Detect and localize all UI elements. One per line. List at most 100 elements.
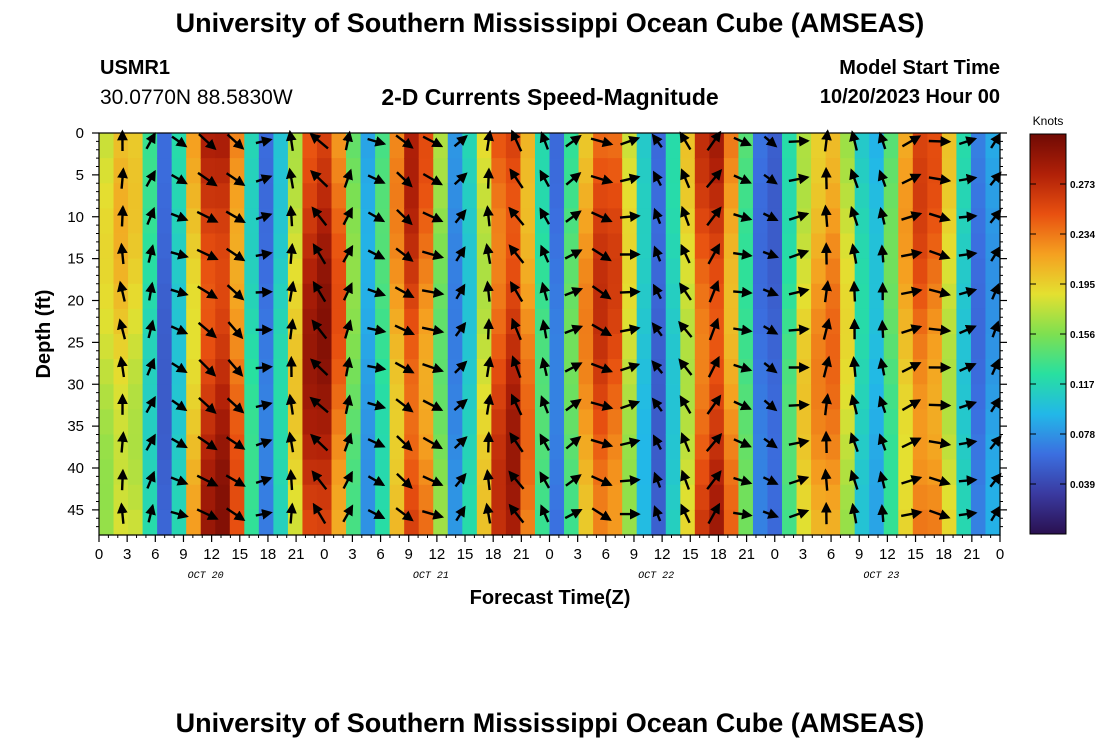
current-vector: [928, 287, 951, 298]
heatmap-cell: [607, 133, 623, 159]
current-vector: [395, 398, 414, 413]
heatmap-cells: [99, 133, 1001, 536]
x-tick-label: 6: [827, 546, 835, 563]
heatmap-cell: [811, 509, 827, 536]
heatmap-cell: [636, 359, 652, 385]
current-vector: [928, 475, 951, 487]
current-vector: [565, 134, 582, 148]
heatmap-cell: [113, 183, 129, 209]
model-start-value: 10/20/2023 Hour 00: [819, 86, 1000, 108]
heatmap-cell: [491, 233, 507, 260]
current-vector: [928, 509, 951, 520]
current-vector: [591, 285, 612, 300]
heatmap-cell: [811, 308, 827, 335]
heatmap-cell: [418, 283, 434, 310]
heatmap-cell: [665, 334, 681, 360]
heatmap-cell: [912, 484, 928, 511]
heatmap-cell: [825, 409, 841, 436]
heatmap-cell: [229, 283, 245, 310]
heatmap-cell: [723, 183, 740, 209]
heatmap-cell: [375, 334, 391, 360]
heatmap-cell: [985, 384, 1001, 410]
current-vector: [255, 174, 273, 185]
heatmap-cell: [244, 509, 260, 536]
heatmap-cell: [767, 183, 783, 209]
heatmap-cell: [549, 308, 565, 335]
current-vector: [877, 357, 889, 376]
heatmap-cell: [927, 183, 943, 209]
current-vector: [762, 475, 779, 485]
y-tick-label: 45: [67, 502, 84, 519]
current-vector: [989, 435, 1002, 450]
current-vector: [928, 136, 952, 147]
current-vector: [877, 319, 889, 338]
current-vector: [367, 136, 387, 147]
heatmap-cell: [258, 409, 274, 436]
heatmap-cell: [723, 334, 740, 360]
heatmap-cell: [491, 509, 507, 536]
colorbar-tick-label: 0.273: [1070, 180, 1095, 191]
current-vector: [509, 168, 524, 189]
heatmap-cell: [186, 283, 202, 310]
current-vector: [394, 286, 415, 298]
heatmap-cell: [302, 409, 318, 436]
current-vector: [679, 282, 692, 301]
heatmap-cell: [680, 258, 696, 285]
heatmap-cell: [636, 258, 652, 285]
heatmap-cell: [665, 509, 681, 536]
heatmap-cell: [607, 334, 623, 360]
heatmap-cell: [186, 183, 202, 209]
current-vector: [564, 324, 584, 335]
heatmap-cell: [796, 258, 812, 285]
current-vector: [197, 171, 218, 187]
heatmap-cell: [157, 434, 173, 461]
heatmap-cell: [912, 384, 928, 410]
heatmap-cell: [738, 434, 754, 461]
heatmap-cell: [113, 459, 129, 486]
x-tick-label: 15: [231, 546, 248, 563]
heatmap-cell: [99, 434, 115, 461]
heatmap-cell: [927, 384, 943, 410]
heatmap-cell: [723, 484, 740, 511]
current-vector: [145, 470, 156, 489]
heatmap-cell: [273, 158, 289, 184]
heatmap-cell: [389, 158, 405, 184]
current-vector: [619, 324, 641, 335]
heatmap-cell: [738, 359, 754, 385]
heatmap-cell: [782, 434, 798, 461]
heatmap-cell: [157, 459, 173, 486]
heatmap-cell: [665, 308, 681, 335]
current-vector: [422, 172, 443, 186]
heatmap-cell: [840, 308, 856, 335]
heatmap-cell: [796, 434, 812, 461]
heatmap-cell: [99, 208, 115, 235]
current-vector: [707, 243, 721, 265]
y-tick-label: 0: [76, 125, 84, 142]
heatmap-cell: [549, 459, 565, 486]
heatmap-cell: [564, 409, 580, 436]
heatmap-cell: [346, 334, 362, 360]
heatmap-cell: [782, 334, 798, 360]
current-vector: [367, 362, 387, 373]
current-vector: [990, 396, 1001, 413]
heatmap-cell: [752, 434, 769, 461]
heatmap-cell: [549, 409, 565, 436]
heatmap-cell: [782, 359, 798, 385]
heatmap-cell: [331, 283, 347, 310]
current-vector: [422, 362, 444, 374]
heatmap-cell: [869, 183, 885, 209]
heatmap-cell: [462, 258, 478, 285]
current-vector: [508, 206, 525, 226]
heatmap-cell: [578, 233, 594, 260]
heatmap-cell: [941, 484, 957, 511]
current-vector: [395, 134, 414, 149]
heatmap-cell: [956, 409, 972, 436]
current-vector: [652, 170, 663, 187]
chart-subtitle: 2-D Currents Speed-Magnitude: [381, 84, 719, 110]
heatmap-cell: [128, 334, 144, 360]
heatmap-cell: [796, 359, 812, 385]
current-vector: [707, 502, 721, 525]
current-vector: [928, 249, 951, 261]
heatmap-cell: [258, 208, 274, 235]
heatmap-cell: [360, 158, 376, 184]
